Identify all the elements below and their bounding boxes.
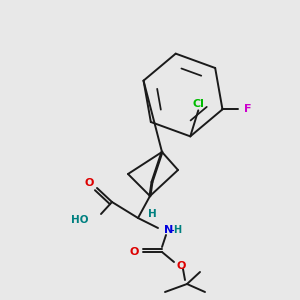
Text: HO: HO (71, 215, 89, 225)
Text: N: N (164, 225, 173, 235)
Text: H: H (173, 225, 181, 235)
Text: O: O (176, 261, 186, 271)
Text: H: H (148, 209, 156, 219)
Text: O: O (84, 178, 94, 188)
Text: O: O (129, 247, 139, 257)
Text: F: F (244, 104, 251, 114)
Text: Cl: Cl (192, 99, 204, 110)
